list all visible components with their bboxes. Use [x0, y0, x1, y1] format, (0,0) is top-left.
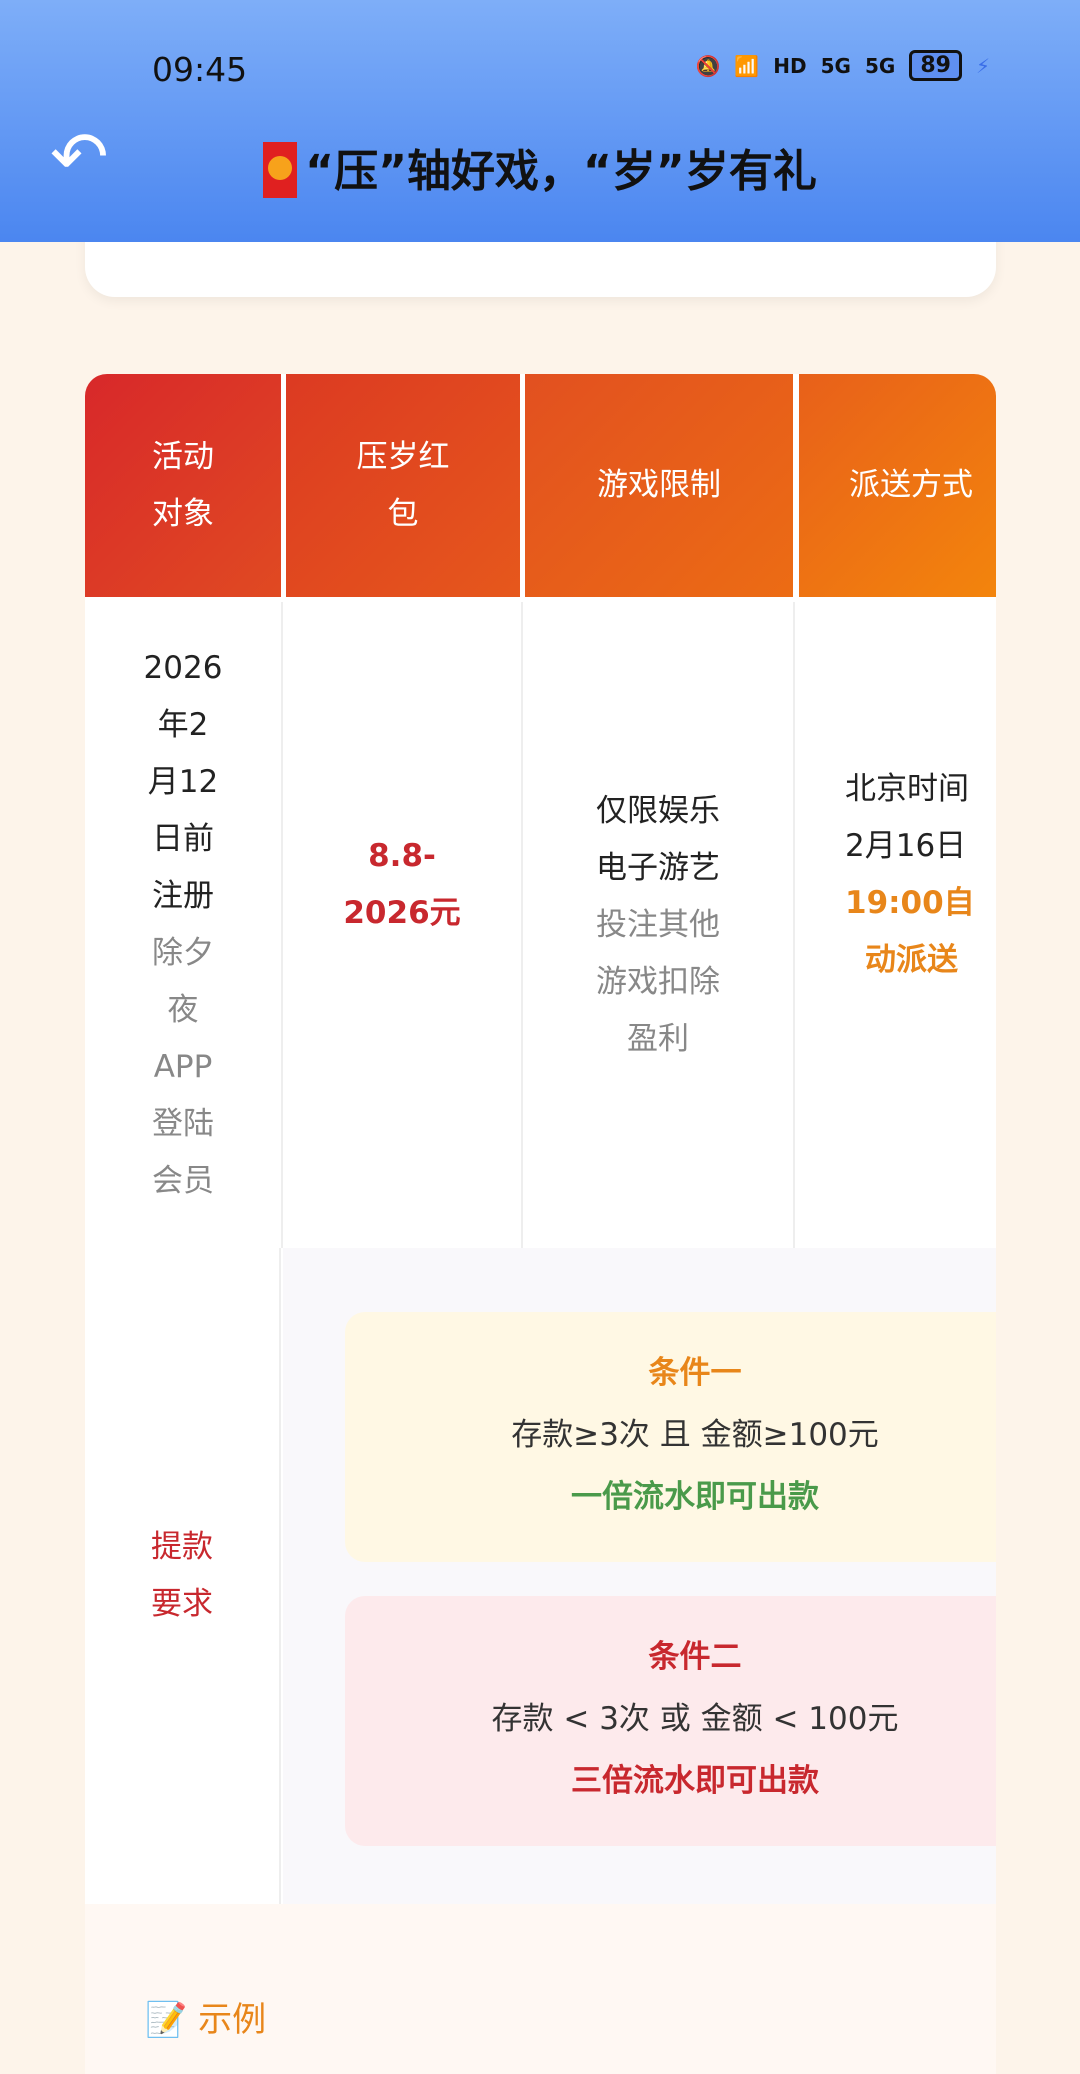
example-title: 📝 示例 — [145, 2000, 267, 2040]
page-title: “压”轴好戏，“岁”岁有礼 — [0, 135, 1080, 202]
cell-delivery: 北京时间 2月16日 19:00自 动派送 — [795, 602, 996, 1248]
header-amount: 压岁红 包 — [286, 374, 520, 597]
5g-signal-icon: 5G — [864, 53, 896, 78]
app-header: 09:45 🔕 📶 HD 5G 5G 89 ⚡ ↶ “压”轴好戏，“岁”岁有礼 — [0, 0, 1080, 242]
header-game: 游戏限制 — [525, 374, 793, 597]
activity-table: 活动 对象 压岁红 包 游戏限制 派送方式 2026 年2 月12 日前 注册 除夕夜 A… — [85, 374, 996, 2074]
page-title-text: “压”轴好戏，“岁”岁有礼 — [305, 146, 817, 197]
header-target: 活动 对象 — [85, 374, 281, 597]
withdraw-label: 提款 要求 — [85, 1248, 281, 1904]
withdraw-conditions: 条件一 存款≥3次 且 金额≥100元 一倍流水即可出款 条件二 存款 < 3次… — [283, 1248, 996, 1904]
battery-icon: 89 — [909, 50, 962, 81]
wifi-icon: 📶 — [734, 53, 760, 78]
condition-two: 条件二 存款 < 3次 或 金额 < 100元 三倍流水即可出款 — [345, 1596, 996, 1846]
header-delivery: 派送方式 — [799, 374, 996, 597]
5g-signal-icon: 5G — [820, 53, 851, 78]
cell-game: 仅限娱乐 电子游艺 投注其他 游戏扣除 盈利 — [523, 602, 795, 1248]
memo-icon: 📝 — [145, 2000, 188, 2040]
back-arrow-icon[interactable]: ↶ — [50, 116, 109, 198]
status-icons: 🔕 📶 HD 5G 5G 89 ⚡ — [695, 50, 990, 81]
condition-one: 条件一 存款≥3次 且 金额≥100元 一倍流水即可出款 — [345, 1312, 996, 1562]
hd-icon: HD — [773, 53, 807, 78]
cell-amount: 8.8- 2026元 — [283, 602, 523, 1248]
example-section: 📝 示例 — [85, 1904, 996, 2074]
mute-icon: 🔕 — [695, 53, 721, 78]
charging-icon: ⚡ — [975, 53, 990, 78]
cell-target: 2026 年2 月12 日前 注册 除夕夜 APP 登陆 会员 — [85, 602, 283, 1248]
red-envelope-icon — [263, 142, 298, 198]
status-time: 09:45 — [152, 50, 248, 89]
